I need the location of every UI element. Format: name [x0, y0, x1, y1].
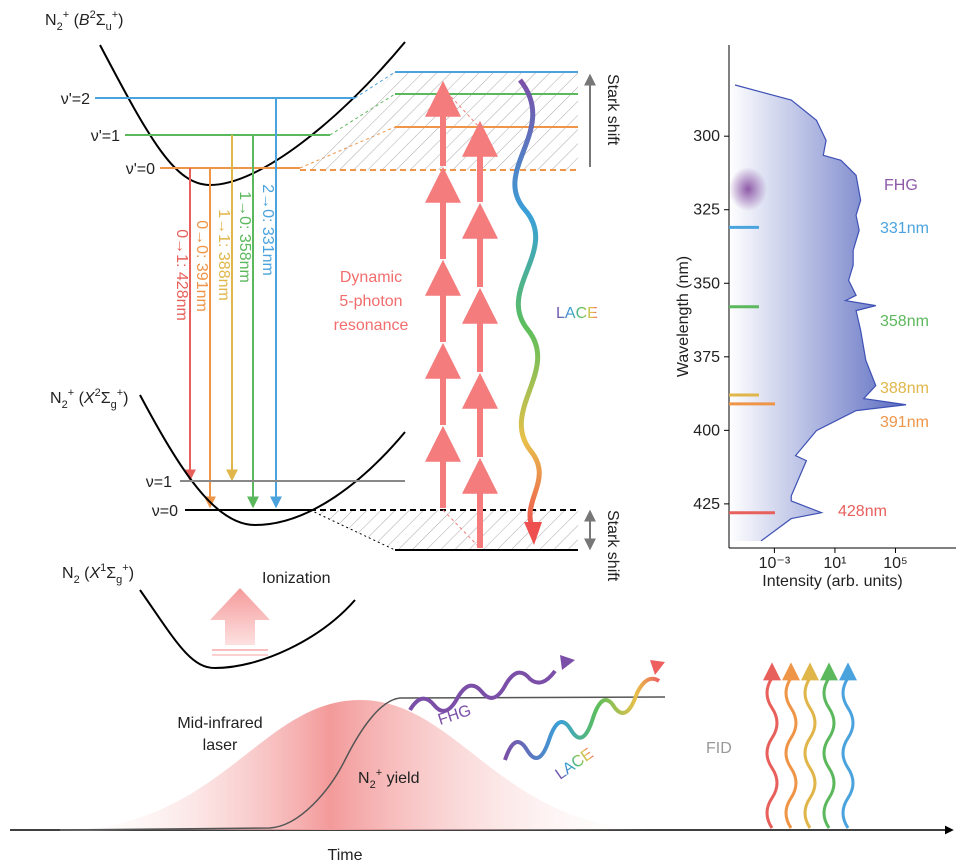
y-tick-label: 300	[693, 128, 720, 145]
y-tick-label: 325	[693, 202, 720, 219]
line-label: 391nm	[880, 414, 929, 431]
resonance-label: 5-photon	[339, 293, 402, 310]
line-label: 358nm	[880, 313, 929, 330]
label-part: u	[106, 21, 112, 33]
transition-label: 2→0: 331nm	[259, 184, 276, 276]
state-label: N2+ (B2Σu+)	[45, 9, 123, 33]
label-part: N	[50, 390, 62, 407]
state-label: N2 (X1Σg+)	[62, 562, 134, 586]
level-label: ν=0	[152, 503, 178, 520]
transition-label: 1→0: 358nm	[236, 191, 253, 283]
label-part: )	[118, 12, 123, 29]
label-part: )	[123, 390, 128, 407]
resonance-label: Dynamic	[340, 269, 402, 286]
lace-label: LACE	[553, 745, 597, 783]
label-part: g	[111, 399, 117, 411]
fid-label: FID	[706, 740, 732, 757]
line-label: 331nm	[880, 220, 929, 237]
label-part: Σ	[96, 12, 106, 29]
line-label: 388nm	[880, 380, 929, 397]
transition-label: 1→1: 388nm	[215, 209, 232, 301]
label-part: yield	[382, 770, 419, 787]
label-part: N	[62, 565, 74, 582]
figure: N2+ (B2Σu+) N2+ (X2Σg+) N2 (X1Σg+) ν'=2 …	[0, 0, 960, 863]
state-label: N2+ (X2Σg+)	[50, 387, 128, 411]
level-label: ν'=2	[61, 91, 90, 108]
line-label: FHG	[884, 177, 918, 194]
level-label: ν'=1	[91, 128, 120, 145]
y-tick-label: 375	[693, 349, 720, 366]
label-part: 2	[57, 21, 63, 33]
y-tick-label: 425	[693, 496, 720, 513]
y-axis-label: Wavelength (nm)	[675, 256, 692, 377]
x-tick-label: 10¹	[823, 555, 846, 572]
x-tick-label: 10⁵	[883, 555, 907, 572]
label-part: Σ	[101, 390, 111, 407]
transition-label: 0→0: 391nm	[193, 220, 210, 312]
stark-shift-label: Stark shift	[604, 74, 621, 146]
x-axis-label: Intensity (arb. units)	[762, 573, 903, 590]
label-part: 2	[62, 399, 68, 411]
label-part: N	[358, 770, 370, 787]
label-part: 2	[370, 779, 376, 791]
level-label: ν=1	[146, 474, 172, 491]
x-tick-label: 10⁻³	[759, 555, 791, 572]
stark-shift-label: Stark shift	[604, 510, 621, 582]
laser-label: Mid-infrared	[177, 715, 262, 732]
line-label: 428nm	[838, 503, 887, 520]
time-axis-label: Time	[328, 847, 363, 863]
label-part: )	[129, 565, 134, 582]
y-tick-label: 350	[693, 275, 720, 292]
lace-label: LACE	[556, 305, 598, 322]
label-part: B	[79, 12, 90, 29]
level-label: ν'=0	[126, 161, 155, 178]
laser-label: laser	[203, 737, 238, 754]
fhg-label: FHG	[436, 702, 473, 729]
label-part: N	[45, 12, 57, 29]
transition-label: 0→1: 428nm	[173, 229, 190, 321]
y-tick-label: 400	[693, 422, 720, 439]
ionization-label: Ionization	[262, 570, 331, 587]
resonance-label: resonance	[334, 317, 409, 334]
fhg-band	[729, 167, 767, 211]
label-part: Σ	[106, 565, 116, 582]
label-part: g	[116, 574, 122, 586]
